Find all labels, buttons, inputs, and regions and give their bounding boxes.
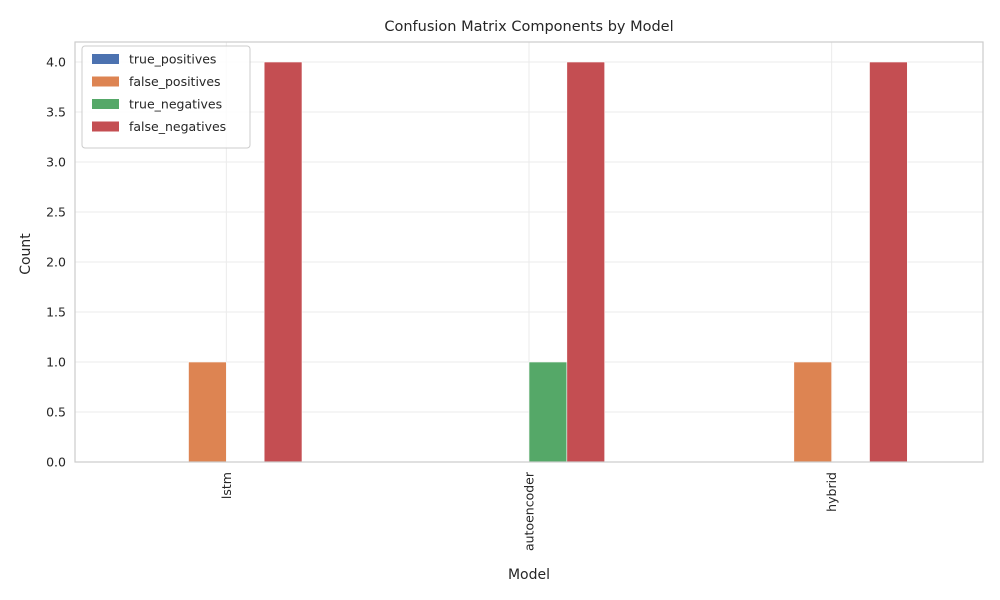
bar-false_negatives-lstm (264, 62, 302, 462)
bar-false_negatives-hybrid (870, 62, 908, 462)
y-tick-label: 1.5 (46, 305, 66, 320)
y-tick-label: 0.5 (46, 405, 66, 420)
bar-true_negatives-autoencoder (529, 362, 567, 462)
y-tick-label: 2.5 (46, 205, 66, 220)
x-tick-label: autoencoder (522, 471, 537, 551)
legend-label: true_positives (129, 52, 216, 67)
legend-swatch-false_negatives (92, 122, 119, 132)
bar-false_positives-hybrid (794, 362, 832, 462)
x-axis-ticks: lstm autoencoder hybrid (219, 471, 839, 551)
y-tick-label: 0.0 (46, 455, 66, 470)
bar-false_negatives-autoencoder (567, 62, 605, 462)
x-tick-label: lstm (219, 472, 234, 499)
bar-false_positives-lstm (189, 362, 227, 462)
legend-label: false_negatives (129, 119, 226, 134)
y-tick-label: 3.0 (46, 155, 66, 170)
y-tick-label: 3.5 (46, 105, 66, 120)
legend-swatch-true_negatives (92, 99, 119, 109)
chart-title: Confusion Matrix Components by Model (384, 19, 673, 35)
legend: true_positives false_positives true_negati… (82, 46, 250, 148)
legend-label: false_positives (129, 74, 221, 89)
legend-swatch-false_positives (92, 77, 119, 87)
y-tick-label: 1.0 (46, 355, 66, 370)
y-axis-ticks: 0.0 0.5 1.0 1.5 2.0 2.5 3.0 3.5 4.0 (46, 55, 66, 470)
y-axis-label: Count (18, 233, 34, 275)
y-tick-label: 4.0 (46, 55, 66, 70)
legend-swatch-true_positives (92, 54, 119, 64)
legend-label: true_negatives (129, 97, 222, 112)
x-axis-label: Model (508, 567, 550, 583)
y-tick-label: 2.0 (46, 255, 66, 270)
x-tick-label: hybrid (824, 472, 839, 512)
